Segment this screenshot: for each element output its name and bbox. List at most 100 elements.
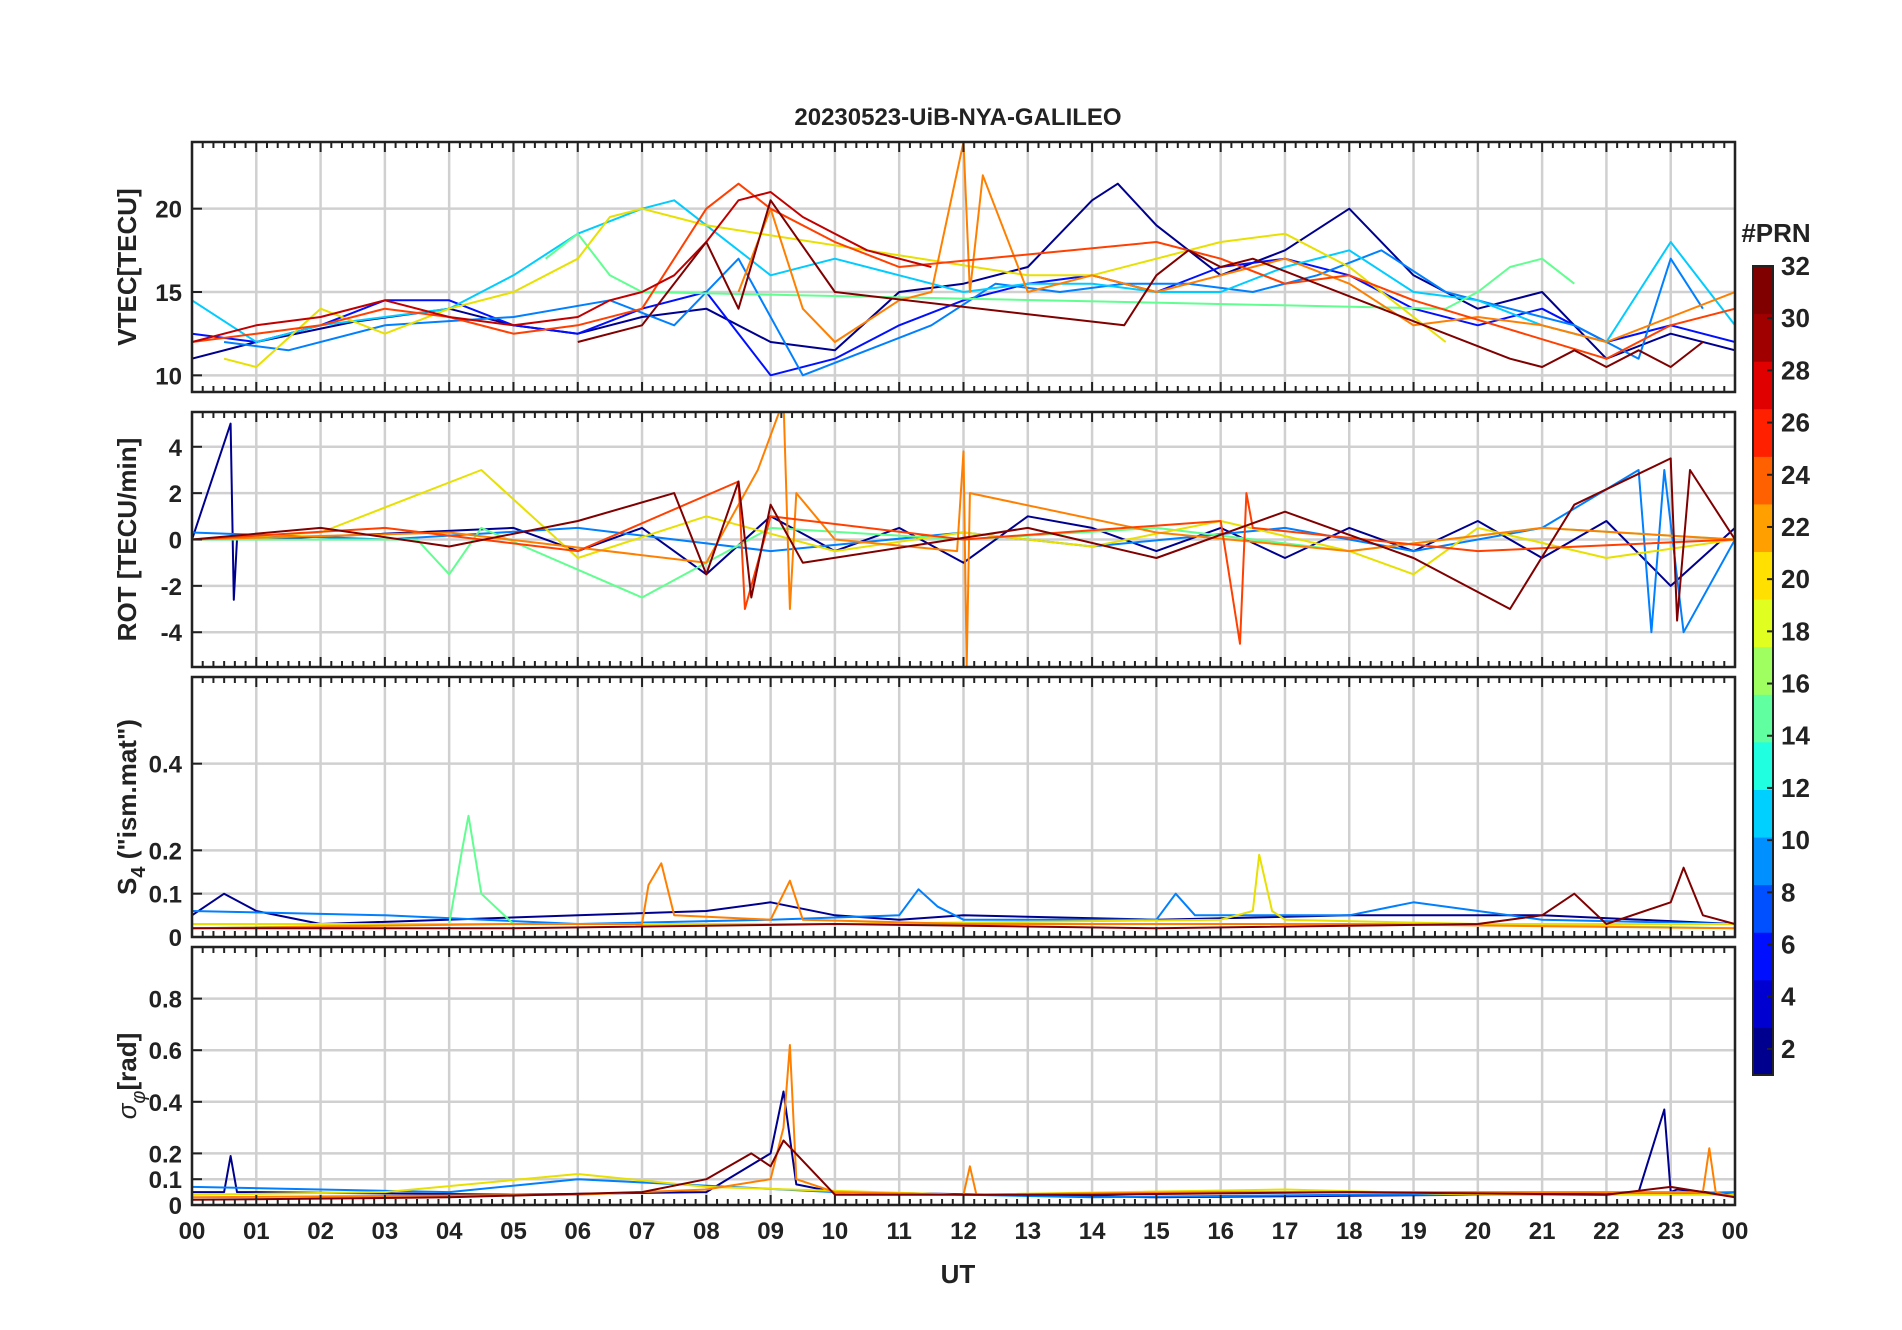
colorbar-segment — [1753, 551, 1773, 600]
vtec-series-prn-24 — [737, 142, 1735, 343]
rot-panel: -4 -2 0 2 4 ROT [TECU/min] — [112, 410, 1737, 669]
x-tick-label: 11 — [887, 1218, 912, 1245]
vtec-x-ticks — [191, 142, 1736, 392]
colorbar-tick-label: 30 — [1781, 303, 1810, 333]
s4-series-group — [192, 814, 1735, 930]
x-tick-label: 21 — [1529, 1218, 1556, 1245]
colorbar-tick-label: 14 — [1781, 721, 1810, 751]
sigma-phi-y-tick-label: 0 — [169, 1193, 182, 1220]
colorbar-segment — [1753, 1027, 1773, 1076]
x-tick-label: 19 — [1400, 1218, 1427, 1245]
vtec-series-prn-4 — [192, 257, 1735, 377]
rot-y-tick-label: 0 — [169, 528, 182, 555]
colorbar-segment — [1753, 789, 1773, 838]
vtec-series-prn-12 — [192, 199, 1735, 343]
colorbar-segment — [1753, 932, 1773, 981]
vtec-y-tick-label: 15 — [155, 280, 182, 307]
sigma-phi-series-prn-24 — [192, 1044, 1735, 1199]
vtec-panel: 10 15 20 VTEC[TECU] — [112, 140, 1737, 394]
vtec-y-tick-label: 10 — [155, 363, 182, 390]
colorbar-segment — [1753, 503, 1773, 553]
vtec-series-prn-30 — [192, 191, 932, 343]
rot-y-tick-label: 2 — [169, 481, 182, 508]
colorbar-segment — [1753, 837, 1773, 886]
x-axis-label: UT — [941, 1259, 976, 1289]
colorbar-segment — [1753, 979, 1773, 1028]
x-tick-label: 13 — [1014, 1218, 1041, 1245]
sigma-phi-y-axis-label: σφ[rad] — [112, 1033, 150, 1120]
colorbar-tick-label: 16 — [1781, 669, 1810, 699]
x-tick-label: 05 — [500, 1218, 527, 1245]
colorbar-segment — [1753, 884, 1773, 933]
colorbar-tick-label: 28 — [1781, 355, 1810, 385]
colorbar-tick-label: 10 — [1781, 825, 1810, 855]
s4-y-axis-label: S4 ("ism.mat") — [112, 719, 150, 895]
x-tick-label: 00 — [179, 1218, 206, 1245]
s4-series-prn-21 — [192, 853, 1735, 925]
sigma-phi-y-tick-label: 0.4 — [149, 1090, 183, 1117]
colorbar-tick-label: 4 — [1781, 982, 1796, 1012]
x-tick-label: 08 — [693, 1218, 720, 1245]
colorbar-segment — [1753, 646, 1773, 695]
sigma-phi-series-group — [192, 1044, 1735, 1201]
x-tick-label: 12 — [950, 1218, 977, 1245]
colorbar-tick-label: 26 — [1781, 408, 1810, 438]
colorbar-frame — [1752, 265, 1774, 1076]
colorbar-segment — [1753, 694, 1773, 743]
x-tick-label: 20 — [1464, 1218, 1491, 1245]
sigma-phi-x-ticks — [191, 947, 1736, 1205]
vtec-y-tick-label: 20 — [155, 197, 182, 224]
vtec-series-prn-17 — [544, 232, 1575, 310]
vtec-series-prn-21 — [223, 207, 1447, 368]
rot-series-prn-8 — [192, 469, 1735, 634]
colorbar-segment — [1753, 313, 1773, 362]
s4-y-tick-label: 0.4 — [149, 752, 183, 779]
x-tick-label: 09 — [757, 1218, 784, 1245]
x-tick-label: 23 — [1657, 1218, 1684, 1245]
x-tick-label: 07 — [629, 1218, 656, 1245]
rot-series-prn-21 — [192, 469, 1735, 576]
rot-y-tick-label: -4 — [161, 620, 183, 647]
vtec-series-group — [192, 142, 1735, 377]
sigma-phi-panel: 00.10.2 0.4 0.6 0.8 σφ[rad] 00 01 02 03 04 05 06 07 0… — [112, 945, 1749, 1245]
sigma-phi-y-tick-label: 0.1 — [149, 1167, 182, 1194]
sigma-phi-series-prn-2 — [192, 1090, 1735, 1199]
s4-series-prn-24 — [192, 862, 1735, 930]
rot-series-prn-24 — [192, 412, 1735, 667]
x-tick-label: 14 — [1079, 1218, 1106, 1245]
vtec-series-prn-32 — [577, 199, 1704, 368]
s4-series-prn-32 — [192, 866, 1735, 930]
vtec-y-axis-label: VTEC[TECU] — [112, 188, 142, 345]
colorbar-segment — [1753, 456, 1773, 505]
x-tick-label: 10 — [822, 1218, 849, 1245]
s4-x-ticks — [191, 677, 1736, 937]
colorbar-segment — [1753, 599, 1773, 648]
colorbar-tick-label: 22 — [1781, 512, 1810, 542]
x-tick-label: 00 — [1722, 1218, 1749, 1245]
colorbar-tick-label: 6 — [1781, 930, 1795, 960]
chart-title: 20230523-UiB-NYA-GALILEO — [794, 104, 1121, 131]
colorbar-segment — [1753, 741, 1773, 790]
x-tick-label: 18 — [1336, 1218, 1363, 1245]
x-tick-label: 15 — [1143, 1218, 1170, 1245]
rot-y-axis-label: ROT [TECU/min] — [112, 438, 142, 642]
sigma-phi-y-tick-label: 0.6 — [149, 1038, 182, 1065]
colorbar-tick-label: 2 — [1781, 1034, 1795, 1064]
colorbar-label: #PRN — [1741, 218, 1810, 248]
x-tick-label: 04 — [436, 1218, 463, 1245]
x-tick-label: 16 — [1207, 1218, 1234, 1245]
vtec-series-prn-8 — [223, 249, 1704, 377]
x-tick-label: 02 — [307, 1218, 334, 1245]
x-tick-label: 01 — [243, 1218, 270, 1245]
rot-y-tick-label: -2 — [161, 574, 182, 601]
colorbar-segment — [1753, 361, 1773, 410]
x-tick-label: 06 — [564, 1218, 591, 1245]
s4-y-tick-label: 0.2 — [149, 838, 182, 865]
colorbar-tick-label: 12 — [1781, 773, 1810, 803]
colorbar-segment — [1753, 266, 1773, 315]
s4-y-tick-label: 0 — [169, 925, 182, 952]
x-tick-label: 03 — [372, 1218, 399, 1245]
